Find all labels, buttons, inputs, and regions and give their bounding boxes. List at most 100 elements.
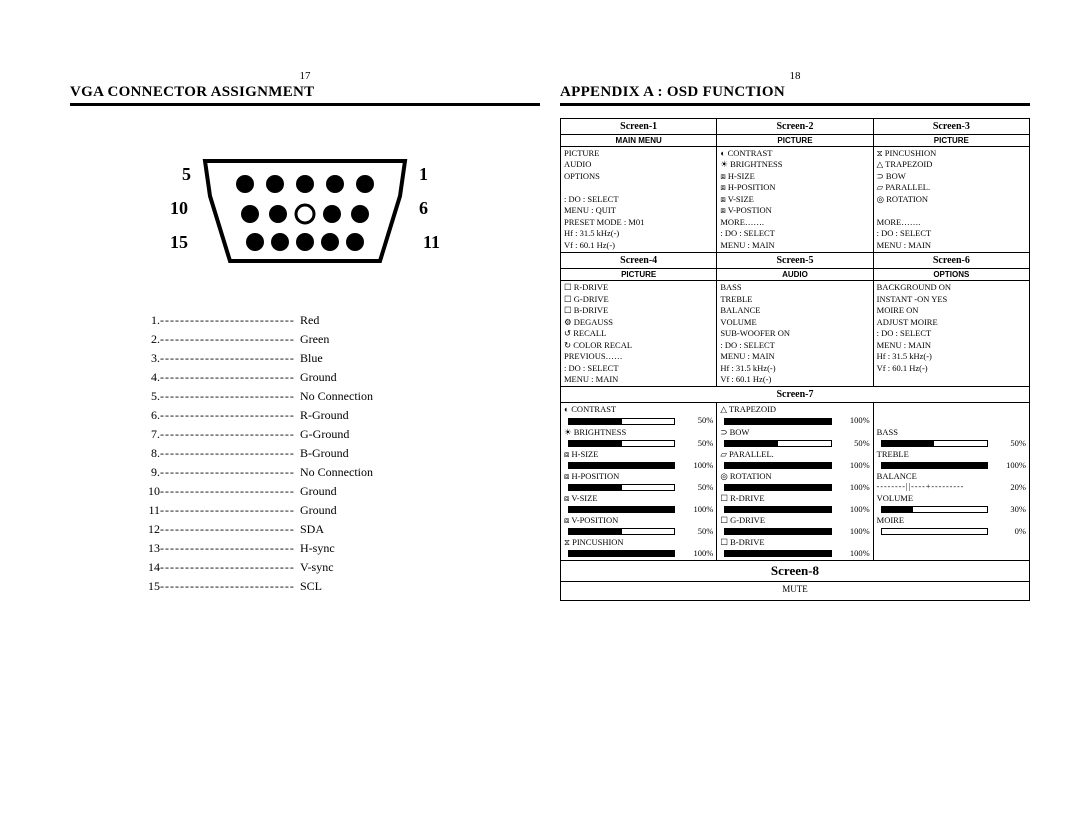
screen-header: Screen-3	[873, 119, 1029, 135]
pin-number: 7.	[130, 425, 160, 444]
slider-row: 50%	[564, 438, 713, 449]
slider-row: --------||----+---------20%	[877, 482, 1026, 493]
pin-label: No Connection	[300, 463, 373, 482]
pin-number: 2.	[130, 330, 160, 349]
pin-label: B-Ground	[300, 444, 373, 463]
slider-label: BASS	[877, 427, 1026, 438]
slider-percent: 100%	[679, 460, 713, 471]
pin-number: 10	[130, 482, 160, 501]
slider-row: 50%	[564, 415, 713, 426]
screen-7-header: Screen-7	[561, 387, 1030, 403]
screen-subheader: AUDIO	[717, 269, 873, 281]
screen-cell: BASSTREBLEBALANCEVOLUMESUB-WOOFER ON : D…	[717, 281, 873, 387]
pin-row: 13---------------------------H-sync	[130, 539, 373, 558]
slider-label: ⧈ V-POSITION	[564, 515, 713, 526]
slider-bar	[568, 462, 675, 469]
pin-number: 15	[130, 577, 160, 596]
screen-subheader: PICTURE	[561, 269, 717, 281]
pin-dots: ---------------------------	[160, 482, 300, 501]
pin-label: Green	[300, 330, 373, 349]
pin-dots: ---------------------------	[160, 577, 300, 596]
pin-label: Red	[300, 311, 373, 330]
pin-row: 7.---------------------------G-Ground	[130, 425, 373, 444]
pin-dots: ---------------------------	[160, 406, 300, 425]
slider-label: ⊃ BOW	[720, 427, 869, 438]
screen-header: Screen-1	[561, 119, 717, 135]
slider-percent: 50%	[679, 415, 713, 426]
pin-dots: ---------------------------	[160, 444, 300, 463]
pin-dots: ---------------------------	[160, 425, 300, 444]
slider-row: 100%	[720, 460, 869, 471]
pin-number: 13	[130, 539, 160, 558]
slider-label: ☐ R-DRIVE	[720, 493, 869, 504]
pin-label: Blue	[300, 349, 373, 368]
slider-bar	[568, 484, 675, 491]
pin-label: R-Ground	[300, 406, 373, 425]
slider-row: 100%	[720, 548, 869, 559]
title-rule	[560, 103, 1030, 106]
slider-percent: 100%	[836, 460, 870, 471]
screen-subheader: MAIN MENU	[561, 135, 717, 147]
slider-bar	[724, 440, 831, 447]
pin-row: 1.---------------------------Red	[130, 311, 373, 330]
slider-label: ⧖ PINCUSHION	[564, 537, 713, 548]
slider-bar	[724, 550, 831, 557]
screen-subheader: OPTIONS	[873, 269, 1029, 281]
slider-label: ☐ G-DRIVE	[720, 515, 869, 526]
screen-header: Screen-4	[561, 253, 717, 269]
pin-assignment-table: 1.---------------------------Red2.------…	[130, 311, 373, 596]
pin-label: No Connection	[300, 387, 373, 406]
pin-label: Ground	[300, 368, 373, 387]
pin-dots: ---------------------------	[160, 501, 300, 520]
slider-percent: 50%	[679, 438, 713, 449]
slider-row: 100%	[877, 460, 1026, 471]
page-number-18: 18	[560, 70, 1030, 82]
vga-label-6: 6	[419, 198, 428, 219]
pin-dots: ---------------------------	[160, 330, 300, 349]
pin-number: 8.	[130, 444, 160, 463]
slider-bar	[724, 528, 831, 535]
screen-8-header: Screen-8	[560, 561, 1030, 582]
screen-8-body: MUTE	[560, 582, 1030, 601]
pin-row: 14---------------------------V-sync	[130, 558, 373, 577]
pin-label: G-Ground	[300, 425, 373, 444]
slider-bar	[568, 418, 675, 425]
slider-bar	[568, 506, 675, 513]
osd-table-screen-7: Screen-7 ◐ CONTRAST50%☀ BRIGHTNESS50%⧈ H…	[560, 386, 1030, 561]
slider-bar	[881, 440, 988, 447]
pin-number: 11	[130, 501, 160, 520]
slider-bar	[568, 550, 675, 557]
pin-number: 1.	[130, 311, 160, 330]
screen-subheader: PICTURE	[717, 135, 873, 147]
slider-label: ☀ BRIGHTNESS	[564, 427, 713, 438]
slider-percent: 100%	[992, 460, 1026, 471]
pin-row: 2.---------------------------Green	[130, 330, 373, 349]
vga-label-1: 1	[419, 164, 428, 185]
screen7-column: ◐ CONTRAST50%☀ BRIGHTNESS50%⧈ H-SIZE100%…	[561, 403, 717, 561]
slider-bar	[724, 484, 831, 491]
slider-percent: 100%	[836, 504, 870, 515]
page-title-vga: VGA CONNECTOR ASSIGNMENT	[70, 84, 540, 101]
pin-row: 8.---------------------------B-Ground	[130, 444, 373, 463]
pin-label: SDA	[300, 520, 373, 539]
screen-cell: BACKGROUND ONINSTANT -ON YESMOIRE ONADJU…	[873, 281, 1029, 387]
page-number-17: 17	[70, 70, 540, 82]
slider-label: MOIRE	[877, 515, 1026, 526]
slider-row: 100%	[720, 504, 869, 515]
vga-connector-diagram: 5 1 10 6 15 11	[70, 156, 540, 271]
pin-row: 6.---------------------------R-Ground	[130, 406, 373, 425]
slider-label: ⧈ V-SIZE	[564, 493, 713, 504]
pin-dots: ---------------------------	[160, 539, 300, 558]
screen7-column: △ TRAPEZOID100%⊃ BOW50%▱ PARALLEL.100%◎ …	[717, 403, 873, 561]
pin-dots: ---------------------------	[160, 387, 300, 406]
slider-row: 100%	[720, 526, 869, 537]
pin-number: 12	[130, 520, 160, 539]
slider-percent: 50%	[679, 526, 713, 537]
slider-label: ◎ ROTATION	[720, 471, 869, 482]
slider-percent: 100%	[679, 504, 713, 515]
slider-label: BALANCE	[877, 471, 1026, 482]
slider-bar	[724, 506, 831, 513]
slider-row: 100%	[564, 504, 713, 515]
slider-label: TREBLE	[877, 449, 1026, 460]
slider-row: 100%	[564, 548, 713, 559]
